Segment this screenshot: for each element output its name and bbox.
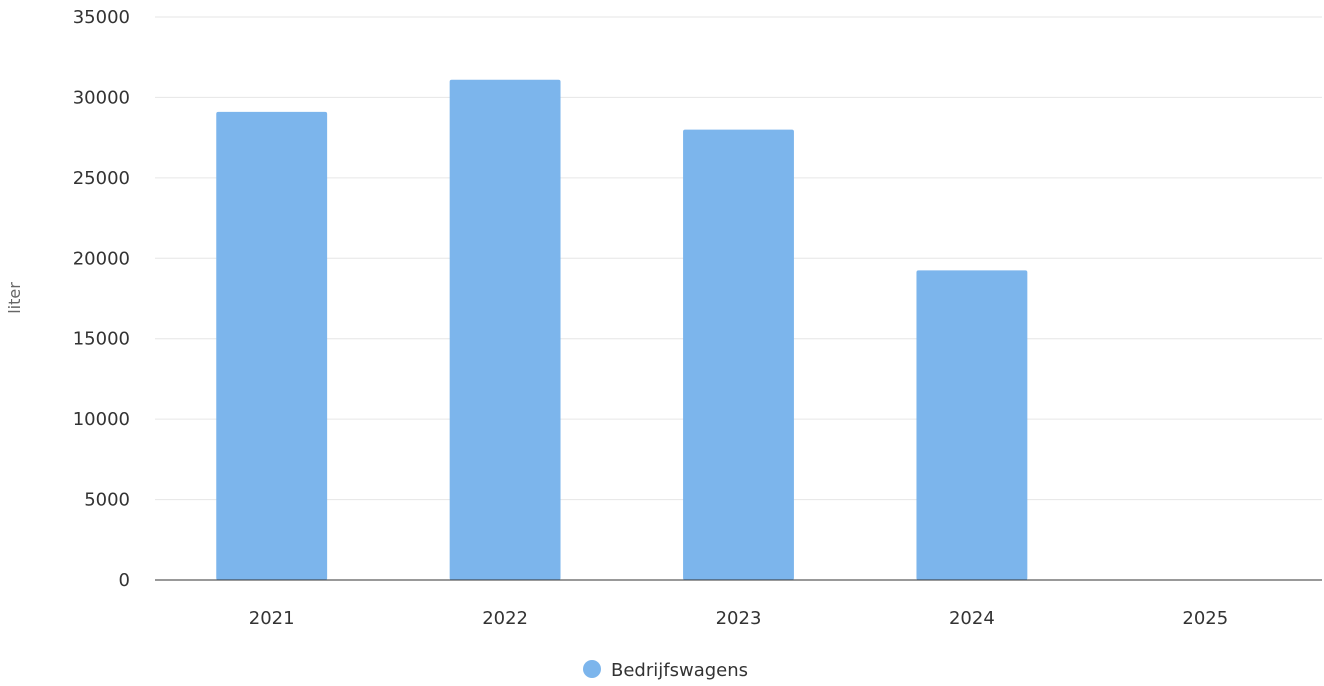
x-tick-label: 2021 <box>249 608 295 629</box>
y-tick-label: 30000 <box>73 87 130 108</box>
y-tick-label: 35000 <box>73 7 130 28</box>
x-axis-ticks: 2021 2022 2023 2024 2025 <box>249 608 1228 629</box>
x-tick-label: 2022 <box>482 608 528 629</box>
bar[interactable] <box>683 129 794 580</box>
y-tick-label: 20000 <box>73 248 130 269</box>
bar[interactable] <box>449 79 561 580</box>
bar[interactable] <box>216 111 328 581</box>
x-tick-label: 2023 <box>716 608 762 629</box>
x-tick-label: 2024 <box>949 608 995 629</box>
legend[interactable]: Bedrijfswagens <box>583 660 748 681</box>
bar[interactable] <box>916 270 1028 580</box>
y-axis-ticks: 0 5000 10000 15000 20000 25000 30000 35000 <box>73 7 130 591</box>
y-tick-label: 25000 <box>73 168 130 189</box>
bars <box>216 79 1028 581</box>
y-tick-label: 15000 <box>73 329 130 350</box>
y-tick-label: 0 <box>119 570 130 591</box>
y-axis-title: liter <box>5 282 24 314</box>
y-tick-label: 10000 <box>73 409 130 430</box>
y-tick-label: 5000 <box>84 490 130 511</box>
x-tick-label: 2025 <box>1182 608 1228 629</box>
legend-label: Bedrijfswagens <box>611 660 748 681</box>
legend-marker-icon <box>583 660 601 678</box>
